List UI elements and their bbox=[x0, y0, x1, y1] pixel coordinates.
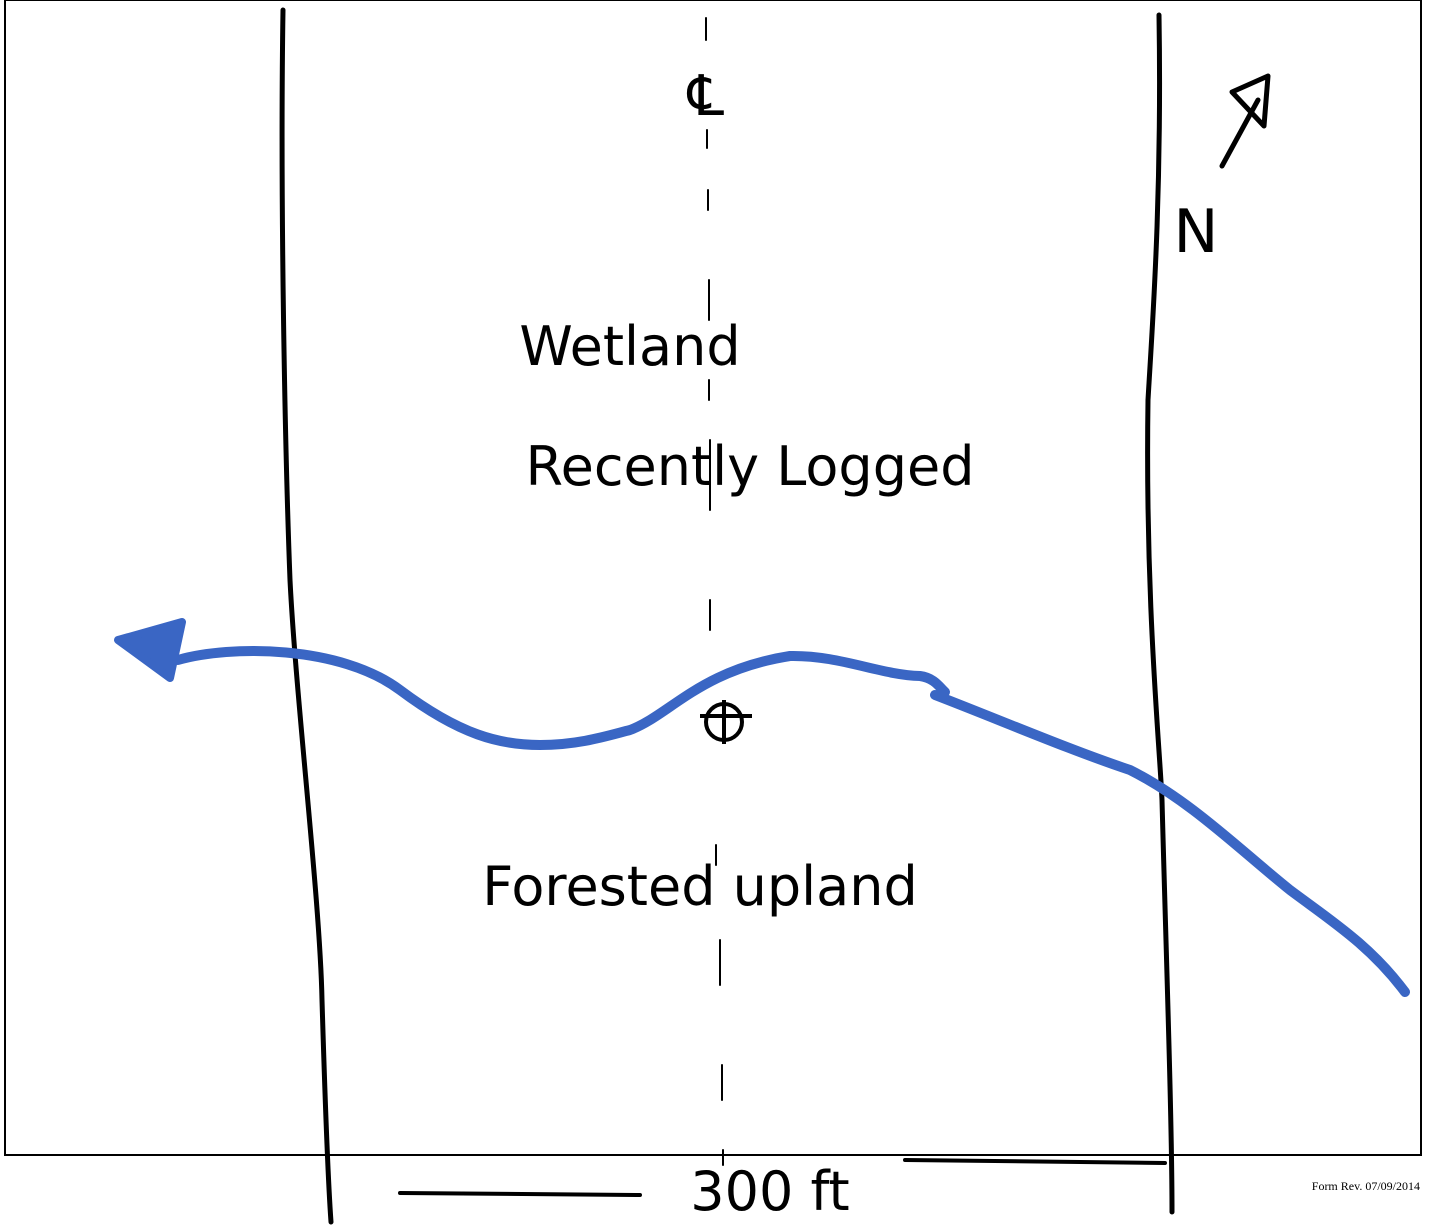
point-marker bbox=[700, 700, 752, 744]
stream-arrow bbox=[114, 618, 186, 682]
stream bbox=[173, 646, 1410, 997]
centerline bbox=[705, 17, 724, 1166]
scale-label: 300 ft bbox=[690, 1160, 849, 1223]
frame bbox=[4, 0, 1422, 1156]
area-label: Forested upland bbox=[482, 855, 917, 918]
scale-bar bbox=[398, 1158, 1167, 1197]
centerline-symbol: ℄ bbox=[686, 64, 724, 129]
left-boundary bbox=[279, 7, 334, 1225]
north-label: N bbox=[1174, 197, 1219, 267]
area-label: Recently Logged bbox=[526, 435, 975, 498]
area-label: Wetland bbox=[519, 315, 740, 378]
right-boundary bbox=[1145, 12, 1175, 1215]
form-revision: Form Rev. 07/09/2014 bbox=[1312, 1179, 1420, 1193]
north-arrow bbox=[1219, 73, 1271, 169]
